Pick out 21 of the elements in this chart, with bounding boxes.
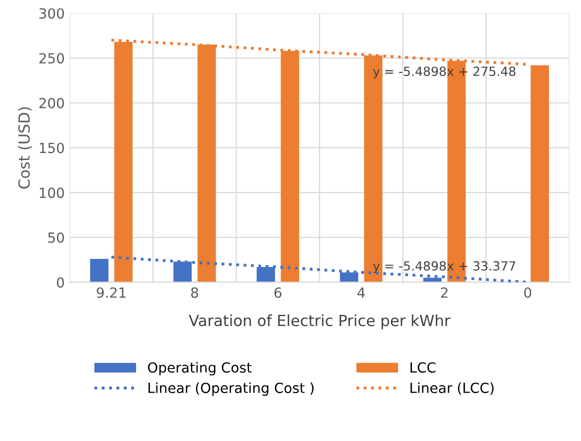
legend-label: Operating Cost (148, 362, 252, 376)
y-tick-label: 250 (39, 53, 64, 64)
y-tick-label: 150 (40, 142, 64, 154)
y-tick-label: 300 (39, 8, 64, 19)
y-tick-label: 200 (39, 98, 64, 108)
x-tick-label: 8 (191, 287, 198, 298)
y-tick-label: 100 (40, 188, 64, 198)
x-axis-title: Varation of Electric Price per kWhr (188, 314, 450, 330)
bar (90, 258, 108, 282)
x-tick-label: 4 (357, 288, 365, 298)
y-tick-label: 0 (56, 277, 64, 288)
x-tick-label: 9.21 (96, 287, 126, 298)
x-tick-label: 6 (274, 287, 282, 298)
y-tick-label: 50 (48, 232, 64, 243)
x-tick-label: 0 (524, 287, 532, 298)
x-tick-label: 2 (441, 287, 448, 298)
legend-label: Linear (LCC) (410, 382, 494, 395)
y-axis-title: Cost (USD) (18, 107, 32, 189)
bar (530, 65, 549, 282)
legend-label: LCC (410, 362, 436, 373)
legend-label: Linear (Operating Cost ) (148, 382, 314, 396)
